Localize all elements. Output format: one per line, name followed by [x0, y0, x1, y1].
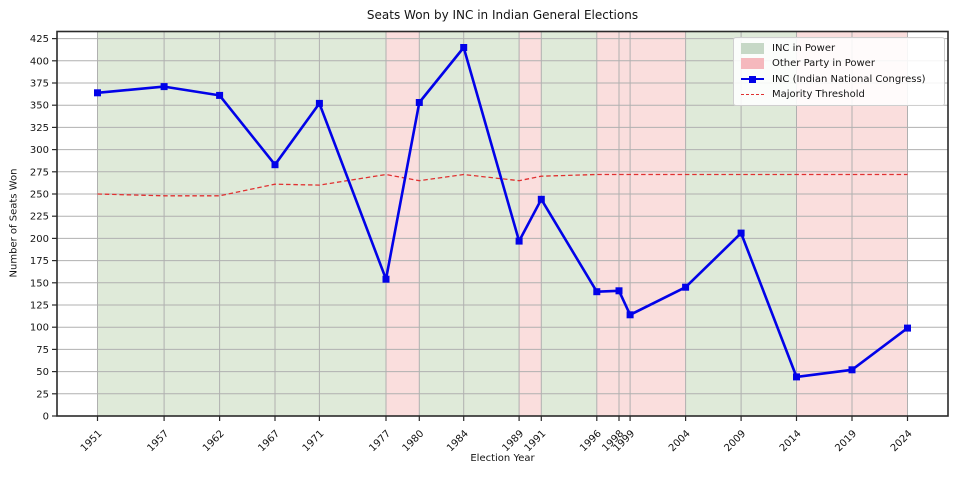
svg-text:1971: 1971 [301, 428, 327, 454]
svg-text:1980: 1980 [401, 428, 427, 454]
svg-text:1957: 1957 [145, 428, 171, 454]
legend: INC in Power Other Party in Power INC (I… [733, 37, 945, 106]
svg-text:225: 225 [30, 212, 49, 223]
svg-text:200: 200 [30, 234, 49, 245]
svg-text:1996: 1996 [578, 428, 604, 454]
svg-text:2024: 2024 [889, 428, 915, 454]
svg-text:2004: 2004 [667, 428, 693, 454]
pink-band-swatch-icon [741, 58, 764, 70]
svg-text:350: 350 [30, 101, 49, 112]
svg-text:2014: 2014 [778, 428, 804, 454]
svg-text:75: 75 [36, 345, 49, 356]
legend-item-inc-line: INC (Indian National Congress) [734, 72, 944, 87]
svg-text:425: 425 [30, 34, 49, 45]
svg-text:2009: 2009 [722, 428, 748, 454]
svg-text:175: 175 [30, 256, 49, 267]
svg-text:125: 125 [30, 301, 49, 312]
svg-text:1984: 1984 [445, 428, 471, 454]
legend-item-majority-threshold: Majority Threshold [734, 87, 944, 102]
chart-title: Seats Won by INC in Indian General Elect… [366, 8, 639, 22]
svg-text:300: 300 [30, 145, 49, 156]
green-band-swatch-icon [741, 43, 764, 55]
svg-text:150: 150 [30, 278, 49, 289]
svg-text:250: 250 [30, 190, 49, 201]
svg-text:1991: 1991 [523, 428, 549, 454]
blue-line-marker-swatch-icon [741, 74, 764, 85]
legend-label: INC (Indian National Congress) [772, 73, 926, 85]
legend-item-other-party-in-power: Other Party in Power [734, 56, 944, 71]
svg-text:1951: 1951 [79, 428, 105, 454]
legend-label: Majority Threshold [772, 88, 865, 100]
legend-item-inc-in-power: INC in Power [734, 41, 944, 56]
legend-label: Other Party in Power [772, 58, 875, 70]
svg-text:100: 100 [30, 323, 49, 334]
svg-text:1962: 1962 [201, 428, 227, 454]
svg-text:0: 0 [43, 412, 49, 423]
red-dashed-swatch-icon [741, 93, 764, 95]
svg-text:2019: 2019 [833, 428, 859, 454]
svg-text:375: 375 [30, 79, 49, 90]
svg-text:1989: 1989 [500, 428, 526, 454]
svg-text:400: 400 [30, 56, 49, 67]
svg-text:50: 50 [36, 367, 49, 378]
svg-text:275: 275 [30, 167, 49, 178]
svg-text:1967: 1967 [256, 428, 282, 454]
svg-text:325: 325 [30, 123, 49, 134]
x-axis-label: Election Year [470, 453, 535, 464]
svg-text:1977: 1977 [367, 428, 393, 454]
svg-text:25: 25 [36, 389, 49, 400]
legend-label: INC in Power [772, 43, 836, 55]
